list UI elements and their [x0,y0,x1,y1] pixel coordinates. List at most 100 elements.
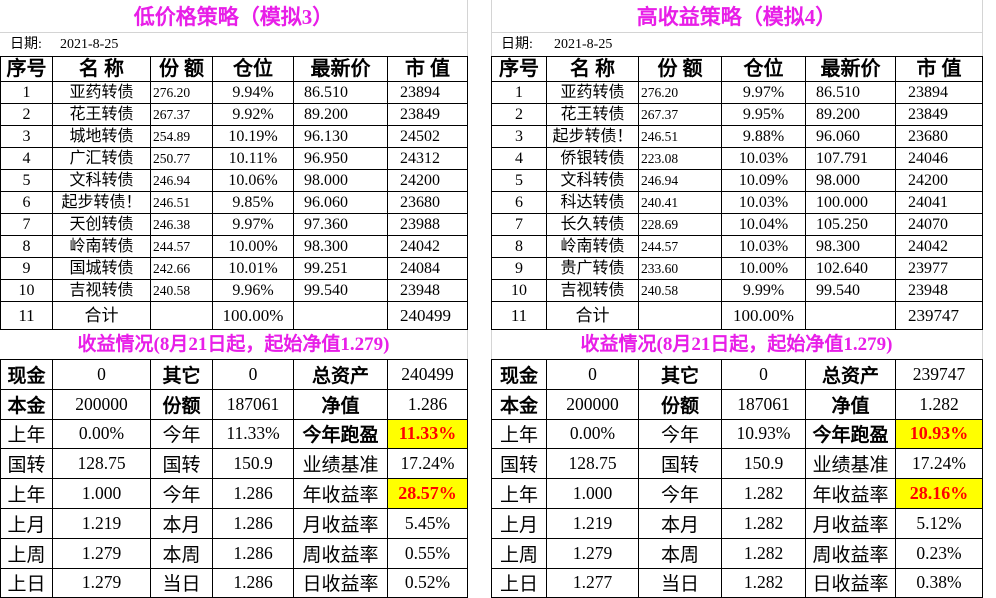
cell-position[interactable]: 9.95% [721,103,806,126]
summary-label[interactable]: 总资产 [805,359,896,390]
cell-name[interactable]: 文科转债 [52,169,151,192]
summary-label[interactable]: 上年 [0,478,53,509]
summary-value[interactable]: 1.282 [721,507,806,539]
summary-value[interactable]: 1.279 [546,537,639,569]
cell-no[interactable]: 5 [0,169,53,192]
cell-no[interactable]: 7 [0,213,53,236]
cell-price[interactable]: 96.060 [293,191,388,214]
cell-name[interactable]: 亚药转债 [546,81,639,104]
summary-value[interactable]: 187061 [721,388,806,420]
summary-label[interactable]: 其它 [638,359,722,390]
cell-no[interactable]: 11 [0,301,53,330]
cell-name[interactable]: 城地转债 [52,125,151,148]
summary-label[interactable]: 当日 [150,567,213,598]
summary-label[interactable]: 净值 [293,388,388,420]
cell-value[interactable]: 24042 [387,235,468,258]
summary-value[interactable]: 0 [212,359,294,390]
summary-label[interactable]: 国转 [0,448,53,480]
cell-value[interactable]: 23680 [895,125,983,148]
total-label[interactable]: 合计 [546,301,639,330]
summary-label[interactable]: 业绩基准 [293,448,388,480]
cell-value[interactable]: 24084 [387,257,468,280]
cell-price[interactable]: 98.300 [805,235,896,258]
summary-label[interactable]: 年收益率 [293,478,388,509]
summary-value[interactable]: 1.000 [52,478,151,509]
cell-price[interactable]: 107.791 [805,147,896,170]
cell-position[interactable]: 9.94% [212,81,294,104]
cell-position[interactable]: 10.06% [212,169,294,192]
cell-name[interactable]: 岭南转债 [546,235,639,258]
summary-label[interactable]: 周收益率 [293,537,388,569]
cell-position[interactable]: 9.92% [212,103,294,126]
cell-shares[interactable]: 267.37 [638,103,722,126]
cell-name[interactable]: 科达转债 [546,191,639,214]
summary-value[interactable]: 10.93% [721,418,806,450]
cell-price[interactable]: 99.540 [293,279,388,302]
cell-empty[interactable] [293,301,388,330]
cell-no[interactable]: 6 [491,191,547,214]
cell-shares[interactable]: 246.94 [150,169,213,192]
cell-name[interactable]: 吉视转债 [546,279,639,302]
summary-label[interactable]: 上年 [0,418,53,450]
cell-no[interactable]: 4 [0,147,53,170]
summary-label[interactable]: 净值 [805,388,896,420]
cell-name[interactable]: 花王转债 [546,103,639,126]
column-header[interactable]: 仓位 [212,56,294,82]
summary-label[interactable]: 份额 [638,388,722,420]
cell-no[interactable]: 2 [0,103,53,126]
summary-label[interactable]: 本周 [150,537,213,569]
cell-price[interactable]: 98.300 [293,235,388,258]
cell-name[interactable]: 起步转债！ [546,125,639,148]
summary-value[interactable]: 0.55% [387,537,468,569]
summary-label[interactable]: 上年 [491,478,547,509]
cell-position[interactable]: 10.00% [212,235,294,258]
summary-value[interactable]: 128.75 [546,448,639,480]
summary-label[interactable]: 周收益率 [805,537,896,569]
summary-value[interactable]: 1.286 [212,537,294,569]
column-header[interactable]: 名 称 [52,56,151,82]
cell-no[interactable]: 9 [491,257,547,280]
summary-label[interactable]: 上月 [491,507,547,539]
cell-price[interactable]: 96.130 [293,125,388,148]
date-value[interactable]: 2021-8-25 [554,37,613,52]
cell-value[interactable]: 23849 [895,103,983,126]
summary-label[interactable]: 日收益率 [293,567,388,598]
cell-position[interactable]: 9.96% [212,279,294,302]
cell-shares[interactable]: 244.57 [150,235,213,258]
cell-value[interactable]: 23948 [895,279,983,302]
summary-value[interactable]: 1.282 [721,478,806,509]
cell-price[interactable]: 99.251 [293,257,388,280]
cell-no[interactable]: 3 [0,125,53,148]
cell-price[interactable]: 98.000 [805,169,896,192]
cell-price[interactable]: 89.200 [293,103,388,126]
cell-name[interactable]: 亚药转债 [52,81,151,104]
cell-position[interactable]: 10.00% [721,257,806,280]
cell-shares[interactable]: 233.60 [638,257,722,280]
total-position[interactable]: 100.00% [721,301,806,330]
cell-name[interactable]: 侨银转债 [546,147,639,170]
summary-value[interactable]: 200000 [546,388,639,420]
cell-value[interactable]: 24312 [387,147,468,170]
summary-value[interactable]: 1.279 [52,537,151,569]
column-header[interactable]: 序号 [0,56,53,82]
cell-name[interactable]: 广汇转债 [52,147,151,170]
summary-label[interactable]: 当日 [638,567,722,598]
summary-value[interactable]: 17.24% [387,448,468,480]
summary-value[interactable]: 1.286 [212,507,294,539]
cell-no[interactable]: 6 [0,191,53,214]
summary-label[interactable]: 上年 [491,418,547,450]
cell-value[interactable]: 24200 [387,169,468,192]
summary-label[interactable]: 今年跑盈 [805,418,896,450]
summary-label[interactable]: 其它 [150,359,213,390]
cell-no[interactable]: 4 [491,147,547,170]
cell-position[interactable]: 10.01% [212,257,294,280]
cell-shares[interactable]: 223.08 [638,147,722,170]
cell-value[interactable]: 23977 [895,257,983,280]
cell-no[interactable]: 3 [491,125,547,148]
summary-value[interactable]: 0.52% [387,567,468,598]
cell-position[interactable]: 10.03% [721,235,806,258]
summary-label[interactable]: 国转 [638,448,722,480]
summary-value[interactable]: 5.45% [387,507,468,539]
cell-name[interactable]: 起步转债！ [52,191,151,214]
cell-shares[interactable]: 276.20 [150,81,213,104]
